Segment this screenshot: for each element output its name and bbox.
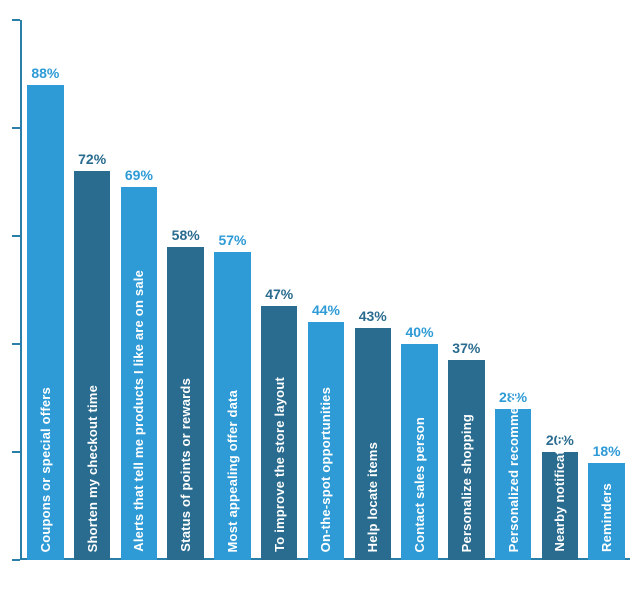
bar-label: Status of points or rewards	[178, 370, 193, 560]
bar-value: 88%	[27, 65, 63, 81]
y-tick	[12, 235, 20, 237]
plot-area: 88% Coupons or special offers 72% Shorten m…	[22, 20, 630, 560]
bar-label: Alerts that tell me products I like are …	[131, 262, 146, 560]
bar-label: Most appealing offer data	[225, 382, 240, 560]
y-tick	[12, 343, 20, 345]
bar-value: 58%	[167, 227, 203, 243]
y-tick	[12, 127, 20, 129]
bar-label: Shorten my checkout time	[85, 377, 100, 560]
bar-value: 72%	[74, 151, 110, 167]
bar-label: On-the-spot opportunities	[318, 379, 333, 560]
bar-label: Contact sales person	[412, 409, 427, 561]
bar-chart: 88% Coupons or special offers 72% Shorten m…	[0, 0, 640, 600]
bar-rect: Contact sales person	[401, 344, 437, 560]
bar-value: 40%	[401, 324, 437, 340]
bar-label: Reminders	[599, 475, 614, 560]
bar-label: Nearby notification	[552, 422, 567, 560]
bar-rect: Shorten my checkout time	[74, 171, 110, 560]
bar-value: 44%	[308, 302, 344, 318]
bar-value: 57%	[214, 232, 250, 248]
bar-value: 18%	[588, 443, 624, 459]
bar-rect: Status of points or rewards	[167, 247, 203, 560]
bar-value: 43%	[355, 308, 391, 324]
bar-rect: Personalized recommendations	[495, 409, 531, 560]
y-tick	[12, 451, 20, 453]
bar-rect: Alerts that tell me products I like are …	[121, 187, 157, 560]
bar-rect: To improve the store layout	[261, 306, 297, 560]
bar-label: Personalized recommendations	[506, 343, 521, 560]
bar-label: Coupons or special offers	[38, 379, 53, 560]
bar-rect: Personalize shopping	[448, 360, 484, 560]
y-tick	[12, 559, 20, 561]
bar-label: Personalize shopping	[459, 406, 474, 560]
bar-value: 69%	[121, 167, 157, 183]
bar-value: 37%	[448, 340, 484, 356]
bar-value: 47%	[261, 286, 297, 302]
bar-rect: Help locate items	[355, 328, 391, 560]
bar-rect: Nearby notification	[542, 452, 578, 560]
bar-rect: On-the-spot opportunities	[308, 322, 344, 560]
bar-rect: Coupons or special offers	[27, 85, 63, 560]
y-tick	[12, 19, 20, 21]
bar-rect: Most appealing offer data	[214, 252, 250, 560]
bar-label: Help locate items	[365, 434, 380, 560]
bar-label: To improve the store layout	[272, 369, 287, 560]
bar-rect: Reminders	[588, 463, 624, 560]
